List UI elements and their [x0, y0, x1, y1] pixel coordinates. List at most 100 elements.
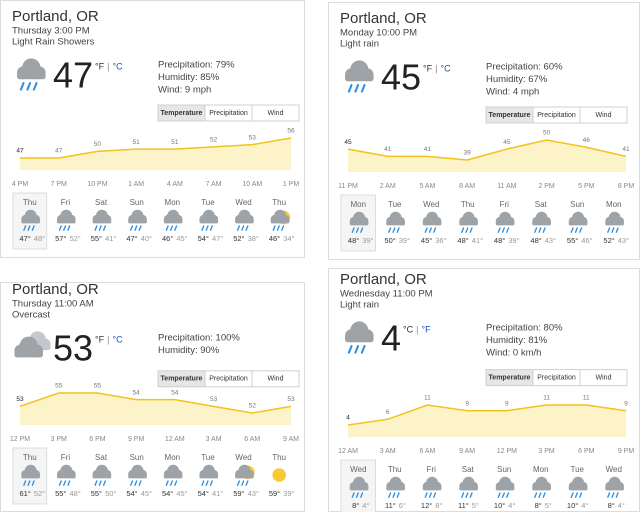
hourly-time: 8 AM [459, 183, 475, 190]
hourly-time: 12 AM [338, 448, 358, 455]
tab-label[interactable]: Temperature [161, 110, 203, 117]
hourly-temp-label: 51 [171, 139, 179, 146]
detail: Precipitation: 60% [486, 62, 563, 73]
temperature-line [347, 404, 627, 426]
day-name: Fri [500, 200, 510, 209]
icon-drop [534, 492, 538, 498]
hourly-time: 6 AM [244, 436, 260, 443]
icon-drop [209, 480, 213, 486]
weather-icon [495, 211, 515, 233]
weather-icon [163, 209, 183, 231]
day-low: 45° [176, 489, 187, 498]
tab[interactable] [251, 370, 300, 388]
day-high: 11° [458, 501, 469, 510]
weather-icon [199, 209, 219, 231]
icon-drop [23, 225, 27, 231]
unit-secondary[interactable]: °F [421, 324, 431, 334]
tab[interactable] [579, 369, 628, 387]
day-high: 48° [457, 236, 468, 245]
weather-icon [386, 476, 405, 498]
hourly-temp-label: 54 [171, 389, 179, 396]
hourly-time: 11 AM [497, 183, 516, 190]
icon-drop [461, 492, 465, 498]
condition: Light Rain Showers [12, 37, 95, 48]
day-low: 4° [508, 501, 515, 510]
day-low: 40° [141, 234, 152, 243]
day-high: 47° [19, 234, 30, 243]
icon-drop [98, 225, 102, 231]
location: Portland, OR [12, 8, 99, 25]
weather-icon [532, 476, 551, 498]
icon-drop [354, 345, 360, 354]
hourly-temp-label: 52 [249, 403, 257, 410]
hourly-time: 3 PM [51, 436, 68, 443]
unit-secondary[interactable]: °C [113, 61, 124, 71]
day-name: Mon [165, 198, 181, 207]
hourly-time: 9 AM [283, 436, 299, 443]
day-low: 4° [618, 501, 625, 510]
icon-drop [570, 492, 574, 498]
tab-label[interactable]: Wind [596, 112, 612, 119]
detail: Wind: 4 mph [486, 87, 539, 98]
unit-primary: °F [95, 334, 105, 344]
tab-label[interactable]: Temperature [489, 112, 531, 119]
day-name: Tue [571, 465, 585, 474]
day-name: Tue [201, 198, 215, 207]
hourly-temp-label: 46 [583, 137, 591, 144]
icon-drop [19, 82, 25, 91]
icon-part [349, 486, 369, 491]
day-high: 50° [384, 236, 395, 245]
icon-part [386, 486, 405, 491]
tab-label[interactable]: Temperature [161, 376, 203, 383]
day-name: Sat [535, 200, 548, 209]
tab-label[interactable]: Precipitation [537, 374, 576, 381]
day-low: 41° [212, 489, 223, 498]
condition: Light rain [340, 300, 379, 311]
icon-part [163, 219, 183, 224]
icon-drop [355, 227, 359, 233]
day-high: 10° [494, 501, 505, 510]
tab-label[interactable]: Wind [596, 374, 612, 381]
icon-drop [469, 227, 473, 233]
unit-separator: | [435, 63, 437, 73]
tab-label[interactable]: Wind [268, 110, 284, 117]
hourly-temp-label: 50 [543, 130, 551, 137]
tab-label[interactable]: Wind [268, 376, 284, 383]
detail: Wind: 0 km/h [486, 348, 541, 359]
icon-drop [102, 225, 106, 231]
icon-drop [354, 84, 360, 93]
icon-drop [31, 225, 35, 231]
icon-drop [272, 225, 276, 231]
unit-secondary[interactable]: °C [441, 63, 452, 73]
weather-icon [56, 464, 76, 486]
weather-icon [21, 464, 41, 486]
icon-part [199, 219, 219, 224]
hourly-time: 1 PM [283, 181, 300, 188]
day-low: 52° [34, 489, 45, 498]
hourly-time: 10 PM [87, 181, 107, 188]
icon-drop [538, 492, 542, 498]
day-low: 4° [581, 501, 588, 510]
icon-drop [396, 492, 400, 498]
day-name: Mon [350, 200, 366, 209]
weather-icon [349, 211, 369, 233]
weather-icon [495, 476, 515, 498]
hourly-temp-label: 11 [583, 395, 590, 402]
day-low: 34° [283, 234, 294, 243]
condition: Light rain [340, 39, 379, 50]
weather-icon [422, 211, 442, 233]
icon-drop [351, 492, 355, 498]
tab[interactable] [579, 106, 628, 124]
tab-label[interactable]: Precipitation [209, 376, 248, 383]
tab-label[interactable]: Temperature [489, 374, 531, 381]
unit-secondary[interactable]: °C [113, 334, 124, 344]
icon-drop [67, 225, 71, 231]
tab-label[interactable]: Precipitation [209, 110, 248, 117]
icon-drop [607, 227, 611, 233]
icon-part [56, 219, 76, 224]
unit-primary: °F [95, 61, 105, 71]
tab[interactable] [251, 104, 300, 122]
day-high: 54° [198, 489, 209, 498]
tab-label[interactable]: Precipitation [537, 112, 576, 119]
